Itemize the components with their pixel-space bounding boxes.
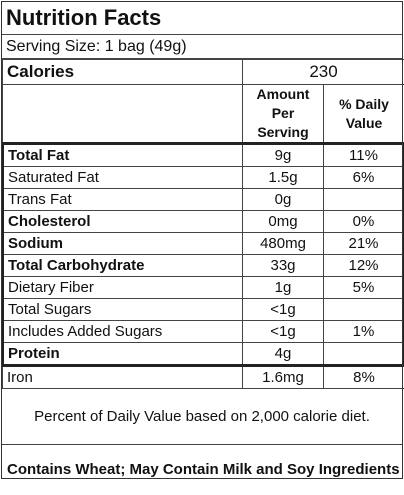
nutrient-amount: 480mg	[243, 233, 324, 255]
nutrient-name: Sodium	[3, 233, 243, 255]
nutrient-daily-value: 5%	[324, 277, 404, 299]
nutrient-amount: 1.6mg	[243, 366, 324, 389]
nutrient-amount: 0mg	[243, 211, 324, 233]
nutrient-daily-value	[324, 189, 404, 211]
calories-row: Calories 230	[3, 60, 404, 85]
header-amount: Amount Per Serving	[243, 85, 324, 144]
nutrient-daily-value: 8%	[324, 366, 404, 389]
allergen-statement: Contains Wheat; May Contain Milk and Soy…	[1, 445, 403, 479]
nutrient-name: Total Carbohydrate	[3, 255, 243, 277]
nutrient-name: Total Fat	[3, 144, 243, 167]
daily-value-footnote: Percent of Daily Value based on 2,000 ca…	[1, 389, 403, 445]
nutrient-row: Includes Added Sugars <1g 1%	[3, 321, 404, 343]
nutrient-name: Trans Fat	[3, 189, 243, 211]
nutrient-row: Cholesterol 0mg 0%	[3, 211, 404, 233]
nutrient-row: Sodium 480mg 21%	[3, 233, 404, 255]
nutrient-name: Includes Added Sugars	[3, 321, 243, 343]
nutrient-amount: 0g	[243, 189, 324, 211]
nutrient-daily-value: 6%	[324, 167, 404, 189]
nutrient-amount: 33g	[243, 255, 324, 277]
nutrient-row: Trans Fat 0g	[3, 189, 404, 211]
header-daily-value: % Daily Value	[324, 85, 404, 144]
nutrient-daily-value: 1%	[324, 321, 404, 343]
label-title: Nutrition Facts	[1, 1, 403, 35]
nutrient-daily-value: 0%	[324, 211, 404, 233]
nutrient-name: Total Sugars	[3, 299, 243, 321]
nutrient-amount: 1g	[243, 277, 324, 299]
nutrition-table: Calories 230 Amount Per Serving % Daily …	[1, 59, 404, 389]
header-blank	[3, 85, 243, 144]
nutrient-row: Total Sugars <1g	[3, 299, 404, 321]
nutrient-daily-value: 11%	[324, 144, 404, 167]
calories-label: Calories	[3, 60, 243, 85]
nutrient-amount: 1.5g	[243, 167, 324, 189]
column-header-row: Amount Per Serving % Daily Value	[3, 85, 404, 144]
nutrient-row: Iron 1.6mg 8%	[3, 366, 404, 389]
nutrition-label: Nutrition Facts Serving Size: 1 bag (49g…	[1, 1, 403, 479]
nutrient-row: Dietary Fiber 1g 5%	[3, 277, 404, 299]
nutrient-row: Saturated Fat 1.5g 6%	[3, 167, 404, 189]
nutrient-daily-value: 12%	[324, 255, 404, 277]
nutrient-name: Protein	[3, 343, 243, 366]
nutrient-name: Cholesterol	[3, 211, 243, 233]
nutrient-name: Saturated Fat	[3, 167, 243, 189]
nutrient-name: Dietary Fiber	[3, 277, 243, 299]
nutrient-amount: 4g	[243, 343, 324, 366]
nutrient-row: Protein 4g	[3, 343, 404, 366]
calories-value: 230	[243, 60, 404, 85]
nutrient-daily-value	[324, 343, 404, 366]
nutrient-daily-value	[324, 299, 404, 321]
nutrient-row: Total Fat 9g 11%	[3, 144, 404, 167]
nutrient-amount: <1g	[243, 299, 324, 321]
nutrient-amount: 9g	[243, 144, 324, 167]
nutrient-amount: <1g	[243, 321, 324, 343]
nutrient-daily-value: 21%	[324, 233, 404, 255]
nutrient-name: Iron	[3, 366, 243, 389]
serving-size: Serving Size: 1 bag (49g)	[1, 35, 403, 59]
nutrient-row: Total Carbohydrate 33g 12%	[3, 255, 404, 277]
